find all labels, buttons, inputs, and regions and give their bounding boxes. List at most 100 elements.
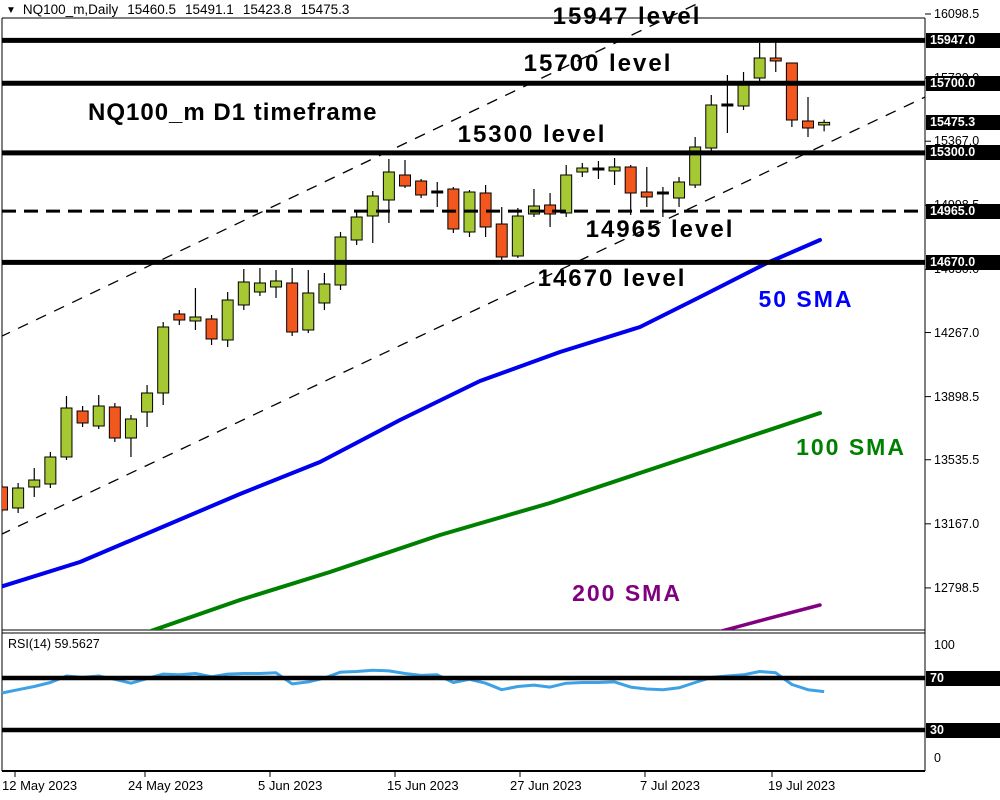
date-label: 7 Jul 2023 [640, 778, 700, 793]
quote-close: 15475.3 [300, 2, 350, 17]
price-axis-ticks [925, 13, 931, 589]
price-badge: 15475.3 [926, 114, 1000, 130]
candle-body [447, 188, 460, 230]
candle-body [173, 313, 186, 321]
candle-body [108, 406, 121, 439]
level-label: 14965 level [585, 216, 735, 243]
candle-body [640, 191, 653, 198]
candle-body [92, 405, 105, 427]
date-axis-ticks [14, 771, 773, 777]
candle-body [624, 166, 637, 194]
quote-low: 15423.8 [242, 2, 292, 17]
candle-body [431, 190, 444, 194]
rsi-badge: 70 [926, 670, 1000, 686]
price-badge: 14670.0 [926, 254, 1000, 270]
price-tick-label: 14267.0 [934, 325, 980, 340]
timeframe-annotation: NQ100_m D1 timeframe [88, 99, 378, 126]
sma100-line [147, 411, 822, 630]
candle-body [28, 479, 41, 488]
candle-body [544, 204, 557, 215]
sma-label: 100 SMA [796, 434, 906, 460]
date-label: 12 May 2023 [2, 778, 78, 793]
candle-body [769, 57, 782, 62]
level-label: 15947 level [552, 3, 702, 30]
date-label: 5 Jun 2023 [258, 778, 323, 793]
sma50-line [2, 238, 822, 589]
candle-body [366, 195, 379, 217]
candle-body [802, 120, 814, 129]
price-badge: 15300.0 [926, 145, 1000, 161]
candle-body [721, 103, 734, 107]
candle-body [818, 121, 831, 126]
date-label: 24 May 2023 [128, 778, 204, 793]
support-resistance-levels [2, 37, 925, 265]
candle-body [737, 82, 750, 107]
rsi-badge: 30 [926, 722, 1000, 738]
level-label: 14670 level [537, 265, 687, 292]
candle-body [302, 292, 315, 331]
candle-body [608, 166, 621, 172]
sma-label: 50 SMA [758, 286, 854, 312]
candle-body [237, 281, 250, 306]
quote-open: 15460.5 [127, 2, 177, 17]
candle-body [221, 299, 234, 341]
trend-channel [2, 2, 925, 535]
candle-body [157, 326, 170, 394]
candle-body [705, 104, 718, 149]
candle-body [576, 167, 589, 173]
candle-body [286, 282, 299, 333]
candle-body [495, 223, 508, 258]
candle-body [2, 486, 8, 511]
level-label: 15700 level [523, 50, 673, 77]
price-tick-label: 13898.5 [934, 389, 980, 404]
price-tick-label: 16098.5 [934, 7, 980, 21]
candle-body [76, 410, 89, 424]
candle-body [592, 167, 605, 171]
rsi-line [1, 668, 825, 695]
level-label: 15300 level [457, 121, 607, 148]
candle-body [415, 180, 428, 196]
price-tick-label: 12798.5 [934, 580, 980, 595]
rsi-indicator-label: RSI(14) 59.5627 [8, 637, 100, 651]
sma200-line [718, 603, 822, 630]
quote-high: 15491.1 [185, 2, 234, 17]
rsi-tick-label: 100 [934, 638, 955, 652]
trendline [2, 2, 703, 337]
sma-label: 200 SMA [572, 580, 682, 606]
price-badge: 15947.0 [926, 32, 1000, 48]
price-badge: 14965.0 [926, 203, 1000, 219]
candle-body [753, 57, 766, 79]
candle-body [511, 215, 524, 257]
date-label: 15 Jun 2023 [387, 778, 459, 793]
price-badge: 15700.0 [926, 75, 1000, 91]
symbol-dropdown-icon[interactable]: ▼ [6, 5, 16, 16]
candle-body [560, 174, 573, 214]
candle-body [12, 487, 25, 509]
chart-header: ▼ NQ100_m,Daily 15460.5 15491.1 15423.8 15475… [6, 2, 349, 17]
candle-body [785, 62, 798, 121]
trendline [2, 96, 925, 535]
candle-body [350, 216, 363, 241]
candle-body [189, 316, 202, 322]
price-tick-label: 15367.0 [934, 134, 980, 149]
candle-body [141, 392, 154, 413]
candle-body [656, 191, 669, 195]
candles [2, 40, 831, 513]
candle-body [318, 283, 331, 304]
candle-body [382, 171, 395, 201]
candle-body [44, 456, 57, 485]
candle-body [689, 146, 702, 186]
candle-body [399, 174, 411, 187]
price-tick-label: 13167.0 [934, 516, 980, 531]
date-label: 27 Jun 2023 [510, 778, 582, 793]
candle-body [124, 418, 137, 439]
date-label: 19 Jul 2023 [768, 778, 836, 793]
candle-body [673, 181, 686, 199]
candle-body [205, 318, 218, 340]
candle-body [270, 280, 283, 288]
candle-body [253, 282, 266, 293]
rsi-tick-label: 0 [934, 751, 941, 765]
price-tick-label: 13535.5 [934, 452, 980, 467]
